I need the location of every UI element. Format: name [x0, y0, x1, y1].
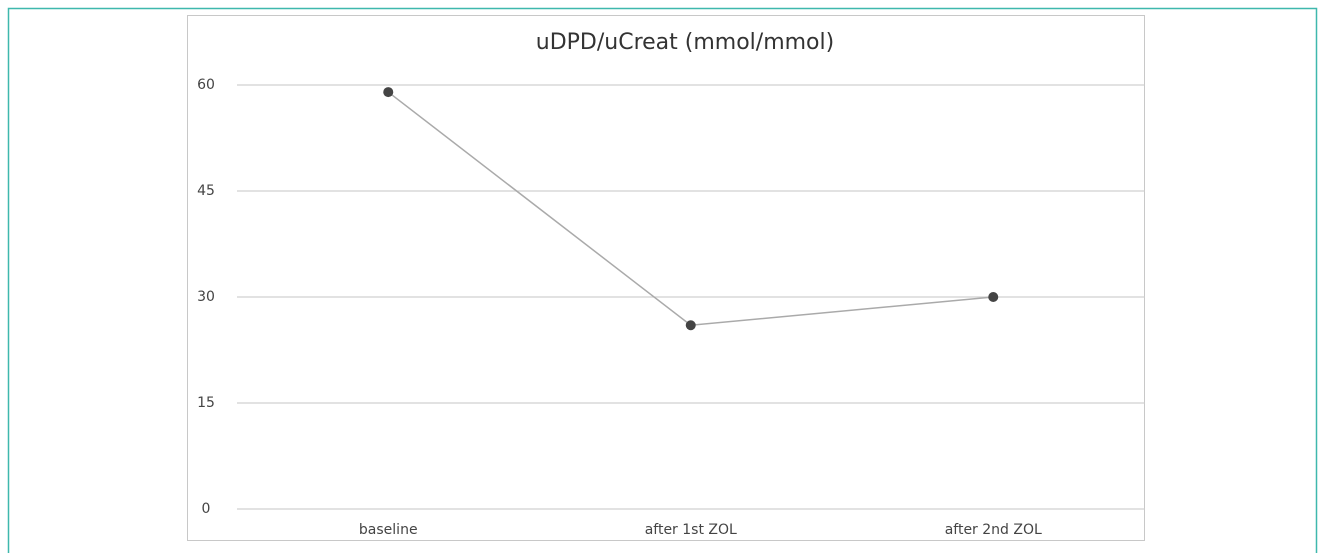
- point: [988, 292, 999, 302]
- x-tick-label: after 2nd ZOL: [945, 522, 1042, 538]
- y-tick-label: 15: [197, 395, 215, 411]
- x-tick-label: after 1st ZOL: [645, 522, 737, 538]
- chart-title: uDPD/uCreat (mmol/mmol): [536, 30, 834, 55]
- frame: [7, 7, 1318, 553]
- chart-box: [187, 15, 1145, 541]
- x-tick-label: baseline: [359, 522, 418, 538]
- y-tick-label: 45: [197, 183, 215, 199]
- y-tick-label: 60: [197, 77, 215, 93]
- point: [685, 320, 696, 331]
- y-tick-label: 0: [202, 501, 211, 517]
- y-tick-label: 30: [197, 289, 215, 305]
- point: [383, 87, 394, 98]
